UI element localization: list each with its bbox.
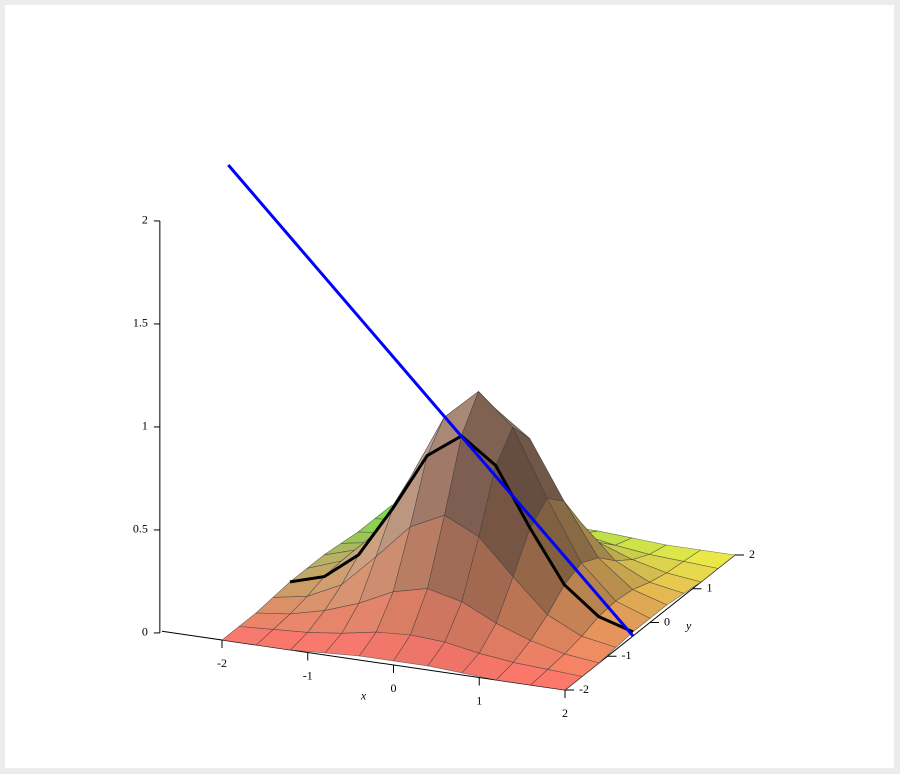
y-tick-label: 1: [707, 581, 713, 595]
z-tick-label: 0: [142, 625, 148, 639]
x-axis-label: x: [360, 688, 367, 702]
z-tick-label: 1: [142, 419, 148, 433]
surface-cell: [530, 669, 583, 691]
z-tick-label: 2: [142, 213, 148, 227]
x-tick-label: 0: [391, 681, 397, 695]
y-tick-label: -1: [622, 648, 632, 662]
y-tick-label: -2: [579, 682, 589, 696]
y-tick-label: 0: [664, 614, 670, 628]
y-axis-label: y: [685, 618, 692, 632]
tangent-line: [227, 164, 635, 637]
z-tick-label: 1.5: [133, 316, 148, 330]
x-tick-label: 1: [476, 693, 482, 707]
z-tick-label: 0.5: [133, 522, 148, 536]
x-tick-label: 2: [562, 706, 568, 720]
x-tick-label: -1: [303, 668, 313, 682]
y-tick-label: 2: [749, 547, 755, 561]
x-tick-label: -2: [217, 656, 227, 670]
